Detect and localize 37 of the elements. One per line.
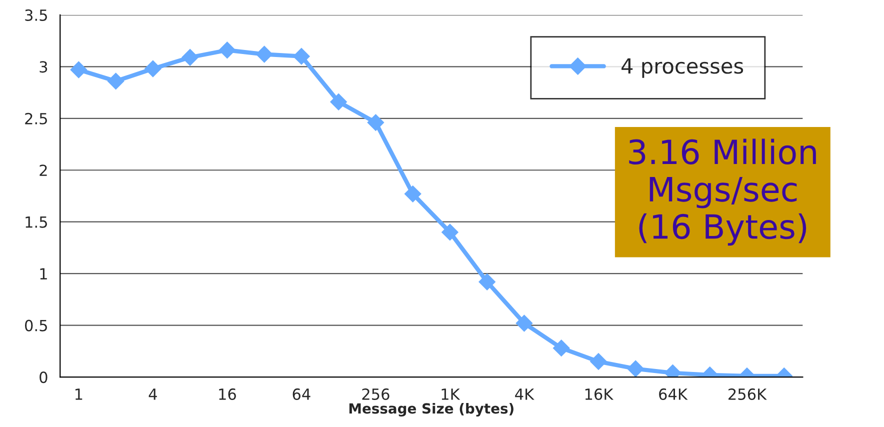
annotation: 3.16 Million Msgs/sec (16 Bytes) (629, 138, 816, 246)
point (552, 340, 570, 356)
y-tick-label: 2.5 (25, 112, 47, 124)
legend-label: 4 processes (622, 58, 744, 78)
x-tick-label: 16K (585, 388, 614, 400)
point (590, 353, 607, 370)
y-tick-label: 0.5 (25, 320, 47, 332)
y-tick-label: 3.5 (25, 9, 47, 21)
point (330, 93, 347, 110)
point (218, 42, 236, 58)
y-tick-label: 3 (40, 61, 48, 73)
x-tick-label: 256 (362, 388, 390, 400)
x-tick-label: 64K (659, 388, 688, 400)
point (367, 114, 384, 131)
point (256, 46, 273, 63)
y-tick-label: 1.5 (26, 216, 47, 228)
point (70, 61, 88, 78)
point (404, 186, 422, 202)
point (144, 60, 162, 78)
x-tick-label: 4 (148, 388, 157, 400)
x-tick-label: 16 (219, 388, 236, 400)
x-tick-label: 1K (442, 388, 460, 400)
point (442, 224, 458, 241)
x-tick-label: 64 (292, 388, 310, 400)
point (478, 273, 496, 290)
x-tick-label: 4K (515, 388, 534, 400)
y-tick-label: 2 (40, 164, 47, 176)
point (293, 48, 310, 65)
point (182, 48, 198, 66)
y-tick-label: 1 (40, 268, 47, 280)
point (516, 314, 533, 332)
point (627, 360, 644, 378)
y-tick-label: 0 (40, 372, 48, 384)
point (107, 72, 124, 90)
x-axis-title: Message Size (bytes) (349, 402, 514, 416)
x-tick-label: 256K (728, 388, 767, 400)
x-tick-label: 1 (75, 388, 82, 400)
